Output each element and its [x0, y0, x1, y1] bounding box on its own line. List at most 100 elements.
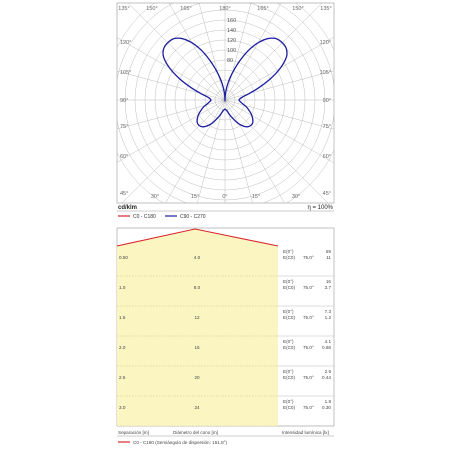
radial-tick-label: 160 [227, 18, 236, 24]
polar-spoke [224, 99, 334, 164]
efficiency-label: η = 100% [307, 205, 333, 211]
polar-grid [117, 3, 334, 203]
polar-angle-labels: 135° 150° 165° 180° 165° 150° 135° 120° 105° 90° 7… [118, 6, 331, 200]
polar-spoke [117, 99, 226, 130]
row-separation: 2.5 [119, 375, 126, 380]
row-e0-label: E(0°) [283, 249, 294, 254]
row-ec-value: 0.44 [322, 375, 331, 380]
angle-label-right: 105° [320, 70, 331, 76]
angle-label-bottom: 30° [151, 194, 159, 200]
row-angle: 75.0° [303, 315, 314, 320]
polar-spoke [198, 3, 226, 101]
angle-label-top: 135° [320, 6, 331, 12]
angle-label-top: 150° [292, 6, 303, 12]
cone-row: 2.0 16 E(0°) 4.1 E(C0) 75.0° 0.68 [117, 339, 334, 367]
row-diameter: 12 [194, 315, 200, 320]
radial-tick-label: 80 [227, 58, 233, 64]
polar-spoke [117, 70, 226, 101]
row-ec-value: 0.68 [322, 345, 331, 350]
polar-spoke [224, 3, 323, 101]
row-e0-label: E(0°) [283, 309, 294, 314]
row-ec-label: E(C0) [283, 375, 295, 380]
cone-fill [117, 229, 278, 426]
row-ec-label: E(C0) [283, 405, 295, 410]
unit-label: cd/klm [118, 205, 137, 211]
angle-label-bottom: 15° [252, 194, 260, 200]
row-ec-value: 3.7 [325, 285, 332, 290]
angle-label-bottom: 30° [292, 194, 300, 200]
header-intensity: Intensidad lumínica [lx] [282, 430, 329, 435]
angle-label-right: 45° [323, 191, 331, 197]
legend-c0-label: C0 - C180 [133, 214, 156, 220]
cone-row: 3.0 24 E(0°) 1.8 E(C0) 75.0° 0.30 [117, 399, 334, 427]
angle-label-left: 60° [120, 154, 128, 160]
angle-label-top: 150° [146, 6, 157, 12]
row-e0-value: 16 [326, 279, 332, 284]
angle-label-left: 75° [120, 124, 128, 130]
polar-legend: C0 - C180 C90 - C270 [118, 214, 206, 220]
radial-tick-label: 140 [227, 28, 236, 34]
row-separation: 3.0 [119, 405, 126, 410]
polar-spoke [224, 70, 334, 101]
row-e0-value: 7.3 [325, 309, 332, 314]
cone-rows: 0.50 4.0 E(0°) 59 E(C0) 75.0° 11 1.0 8.0 E(0°) 16 E… [117, 249, 334, 427]
polar-spoke [224, 99, 334, 130]
polar-spoke [165, 99, 226, 203]
polar-curve-c90-c270 [162, 37, 288, 128]
cone-outline [116, 228, 279, 247]
polar-spoke [127, 3, 226, 101]
row-ec-value: 0.30 [322, 405, 331, 410]
row-separation: 0.50 [119, 255, 128, 260]
row-angle: 75.0° [303, 405, 314, 410]
cone-row: 2.5 20 E(0°) 2.6 E(C0) 75.0° 0.44 [117, 369, 334, 397]
polar-spoke [224, 3, 282, 101]
polar-spoke [224, 36, 334, 101]
angle-label-left: 120° [120, 40, 131, 46]
cone-row: 1.0 8.0 E(0°) 16 E(C0) 75.0° 3.7 [117, 279, 334, 307]
legend-c90-label: C90 - C270 [180, 214, 206, 220]
row-diameter: 20 [194, 375, 200, 380]
cone-legend-label: C0 - C180 (Semiángulo de dispersión: 151… [133, 440, 227, 445]
row-e0-label: E(0°) [283, 339, 294, 344]
row-ec-label: E(C0) [283, 285, 295, 290]
row-e0-label: E(0°) [283, 399, 294, 404]
cone-row: 1.5 12 E(0°) 7.3 E(C0) 75.0° 1.2 [117, 309, 334, 337]
row-angle: 75.0° [303, 345, 314, 350]
radial-tick-label: 100 [227, 48, 236, 54]
polar-spoke [121, 99, 226, 203]
polar-spoke [224, 3, 252, 101]
row-ec-label: E(C0) [283, 255, 295, 260]
row-e0-value: 59 [326, 249, 332, 254]
row-diameter: 4.0 [194, 255, 201, 260]
polar-spoke [168, 3, 226, 101]
row-ec-label: E(C0) [283, 345, 295, 350]
row-ec-label: E(C0) [283, 315, 295, 320]
row-e0-value: 4.1 [325, 339, 332, 344]
angle-label-bottom: 15° [191, 194, 199, 200]
angle-label-top: 165° [180, 6, 191, 12]
angle-label-right: 90° [323, 98, 331, 104]
row-ec-value: 1.2 [325, 315, 332, 320]
row-e0-label: E(0°) [283, 369, 294, 374]
row-angle: 75.0° [303, 375, 314, 380]
row-separation: 1.5 [119, 315, 126, 320]
angle-label-bottom: 0° [222, 194, 227, 200]
row-e0-label: E(0°) [283, 279, 294, 284]
angle-label-top: 180° [219, 6, 230, 12]
radial-tick-label: 120 [227, 38, 236, 44]
polar-spoke [224, 99, 253, 203]
row-separation: 2.0 [119, 345, 126, 350]
polar-curves [162, 37, 288, 128]
angle-label-left: 90° [120, 98, 128, 104]
row-e0-value: 2.6 [325, 369, 332, 374]
cone-body [116, 228, 279, 426]
angle-label-top: 135° [118, 6, 129, 12]
angle-label-right: 75° [323, 124, 331, 130]
angle-label-left: 45° [120, 191, 128, 197]
polar-spoke [224, 99, 285, 203]
cone-row: 0.50 4.0 E(0°) 59 E(C0) 75.0° 11 [117, 249, 334, 277]
row-e0-value: 1.8 [325, 399, 332, 404]
row-diameter: 8.0 [194, 285, 201, 290]
